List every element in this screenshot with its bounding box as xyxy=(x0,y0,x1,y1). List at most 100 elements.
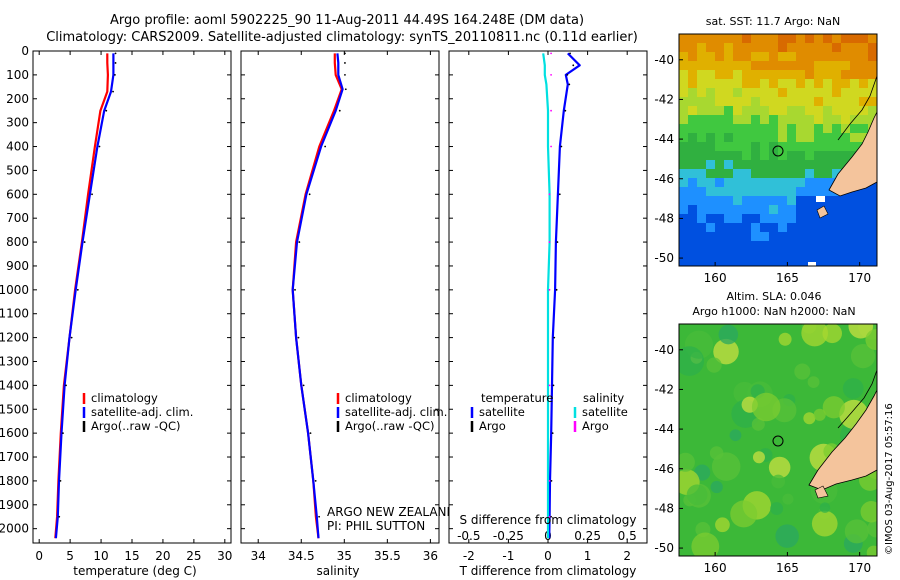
sst-cell xyxy=(724,70,734,80)
sst-cell xyxy=(715,142,725,152)
series-point xyxy=(59,480,62,482)
sst-cell xyxy=(706,34,716,44)
sst-cell xyxy=(850,205,860,215)
salinity-xlabel: salinity xyxy=(316,564,359,578)
sst-cell xyxy=(751,34,761,44)
sst-cell xyxy=(715,241,725,251)
sst-cell xyxy=(850,241,860,251)
sst-cell xyxy=(796,241,806,251)
sst-cell xyxy=(679,115,689,125)
sst-cell xyxy=(850,79,860,89)
sst-cell xyxy=(679,52,689,62)
sst-cell xyxy=(760,133,770,143)
sst-cell xyxy=(760,151,770,161)
sla-blob xyxy=(686,484,708,506)
sst-cell xyxy=(706,106,716,116)
series-point xyxy=(550,109,552,112)
sst-cell xyxy=(706,97,716,107)
sla-blob xyxy=(866,545,877,556)
sst-cell xyxy=(868,79,877,89)
sst-cell xyxy=(706,43,716,53)
legend-title-temperature: temperature xyxy=(481,391,553,405)
sst-cell xyxy=(778,70,788,80)
sst-cell xyxy=(697,142,707,152)
sst-cell xyxy=(751,97,761,107)
x-tick-label: 0 xyxy=(544,549,552,563)
sla-blob xyxy=(715,517,730,533)
sst-cell xyxy=(841,34,851,44)
sst-cell xyxy=(724,124,734,134)
sst-cell xyxy=(706,88,716,98)
x-tick-label: 0 xyxy=(35,549,43,563)
x-tick-label: 25 xyxy=(186,549,201,563)
sst-cell xyxy=(796,97,806,107)
series-point xyxy=(83,241,86,243)
sst-cell xyxy=(706,79,716,89)
sst-cell xyxy=(805,232,815,242)
sst-cell xyxy=(679,79,689,89)
sst-cell xyxy=(814,142,824,152)
x-tick-label: 20 xyxy=(155,549,170,563)
sst-cell xyxy=(760,88,770,98)
series-point xyxy=(568,83,571,86)
sst-cell xyxy=(778,52,788,62)
sst-cell xyxy=(823,70,833,80)
series-point xyxy=(324,145,327,148)
sst-cell xyxy=(742,88,752,98)
series-point xyxy=(560,145,563,148)
y-tick-label: 100 xyxy=(6,68,29,82)
sst-cell xyxy=(724,151,734,161)
sst-cell xyxy=(841,88,851,98)
sst-cell xyxy=(814,169,824,179)
map-y-tick-label: -46 xyxy=(654,172,674,186)
difference-x-axis: -2 -1 0 1 2 xyxy=(463,51,631,563)
sst-cell xyxy=(823,88,833,98)
sst-cell xyxy=(850,187,860,197)
sst-cell xyxy=(868,106,877,116)
sst-cell xyxy=(679,196,689,206)
top-tick-label: -0.25 xyxy=(493,529,524,543)
sla-argo-marker xyxy=(772,435,784,447)
sst-cell xyxy=(733,214,743,224)
sst-cell xyxy=(814,259,824,266)
series-point xyxy=(344,73,346,76)
sst-cell xyxy=(724,133,734,143)
sst-cell xyxy=(814,232,824,242)
sst-cell xyxy=(868,250,877,260)
sst-cell xyxy=(760,70,770,80)
series-point xyxy=(114,52,117,55)
sst-cell xyxy=(850,106,860,116)
sst-cell xyxy=(724,169,734,179)
y-tick-label: 1300 xyxy=(0,354,29,368)
sst-cell xyxy=(697,106,707,116)
sst-cell xyxy=(697,52,707,62)
sst-cell xyxy=(742,61,752,71)
sst-cell xyxy=(787,88,797,98)
sst-cell xyxy=(724,61,734,71)
sst-cell xyxy=(805,124,815,134)
series-point xyxy=(564,109,567,112)
sst-cell xyxy=(688,214,698,224)
sst-cell xyxy=(679,43,689,53)
x-tick-label: 2 xyxy=(623,549,631,563)
sst-cell xyxy=(868,115,877,125)
sst-cell xyxy=(769,124,779,134)
sst-cell xyxy=(805,223,815,233)
sst-cell xyxy=(733,79,743,89)
sla-blob xyxy=(778,332,792,346)
sst-cell xyxy=(778,169,788,179)
sst-cell xyxy=(805,34,815,44)
sst-cell xyxy=(796,259,806,266)
sst-cell xyxy=(814,241,824,251)
sst-cell xyxy=(733,88,743,98)
sst-cell xyxy=(706,259,716,266)
sst-cell xyxy=(796,133,806,143)
sst-cell xyxy=(706,133,716,143)
sst-cell xyxy=(760,34,770,44)
sst-cell xyxy=(796,43,806,53)
sst-cell xyxy=(715,97,725,107)
sst-cell xyxy=(724,97,734,107)
sst-cell xyxy=(769,88,779,98)
sst-cell xyxy=(787,169,797,179)
